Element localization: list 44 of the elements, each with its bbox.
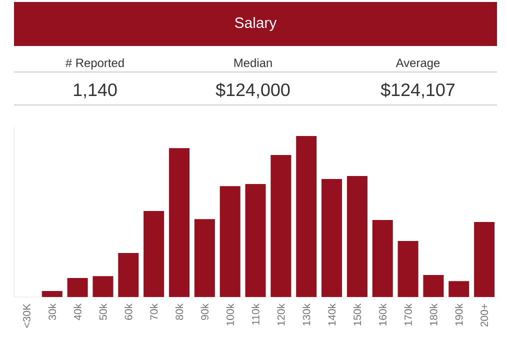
x-tick-label: 30k — [48, 304, 56, 320]
bar — [144, 211, 164, 297]
x-tick-label: 50k — [99, 304, 107, 320]
x-tick-label: 40k — [74, 304, 82, 320]
text: # Reported — [65, 58, 124, 70]
bar — [194, 219, 215, 297]
text: Median — [234, 58, 272, 68]
bar — [270, 155, 292, 297]
x-tick-label: 150k — [353, 304, 362, 326]
x-tick-label: 160k — [378, 304, 386, 326]
bar — [372, 220, 393, 297]
bar — [398, 240, 418, 297]
bar — [322, 178, 342, 297]
bar — [67, 278, 88, 297]
bar — [245, 184, 266, 297]
text: Average — [396, 58, 440, 70]
x-tick-label: 140k — [328, 304, 336, 326]
x-tick-label: 90k — [200, 304, 209, 320]
x-tick-label: 190k — [455, 304, 463, 326]
text: 1,140 — [74, 83, 117, 98]
bar — [474, 222, 495, 297]
bar — [296, 136, 317, 297]
x-tick-label: 100k — [226, 304, 234, 326]
x-tick-label: <30K — [23, 304, 30, 328]
bar — [448, 281, 470, 297]
bar — [168, 148, 190, 297]
x-tick-label: 80k — [175, 304, 184, 320]
x-tick-label: 110k — [252, 304, 260, 325]
x-tick-label: 60k — [124, 304, 132, 320]
x-tick-label: 170k — [404, 304, 412, 326]
x-tick-label: 200+ — [480, 304, 488, 327]
x-tick-label: 70k — [150, 304, 158, 320]
text: $124,107 — [380, 82, 454, 98]
bar — [118, 253, 139, 297]
x-tick-label: 180k — [430, 304, 438, 326]
bar — [92, 276, 114, 297]
bar — [423, 274, 444, 297]
bar — [346, 176, 368, 297]
bar — [220, 186, 240, 297]
x-tick-label: 120k — [277, 304, 285, 326]
bar — [42, 291, 62, 297]
text: $124,000 — [216, 82, 290, 98]
text: Salary — [235, 17, 277, 31]
x-tick-label: 130k — [302, 304, 310, 326]
